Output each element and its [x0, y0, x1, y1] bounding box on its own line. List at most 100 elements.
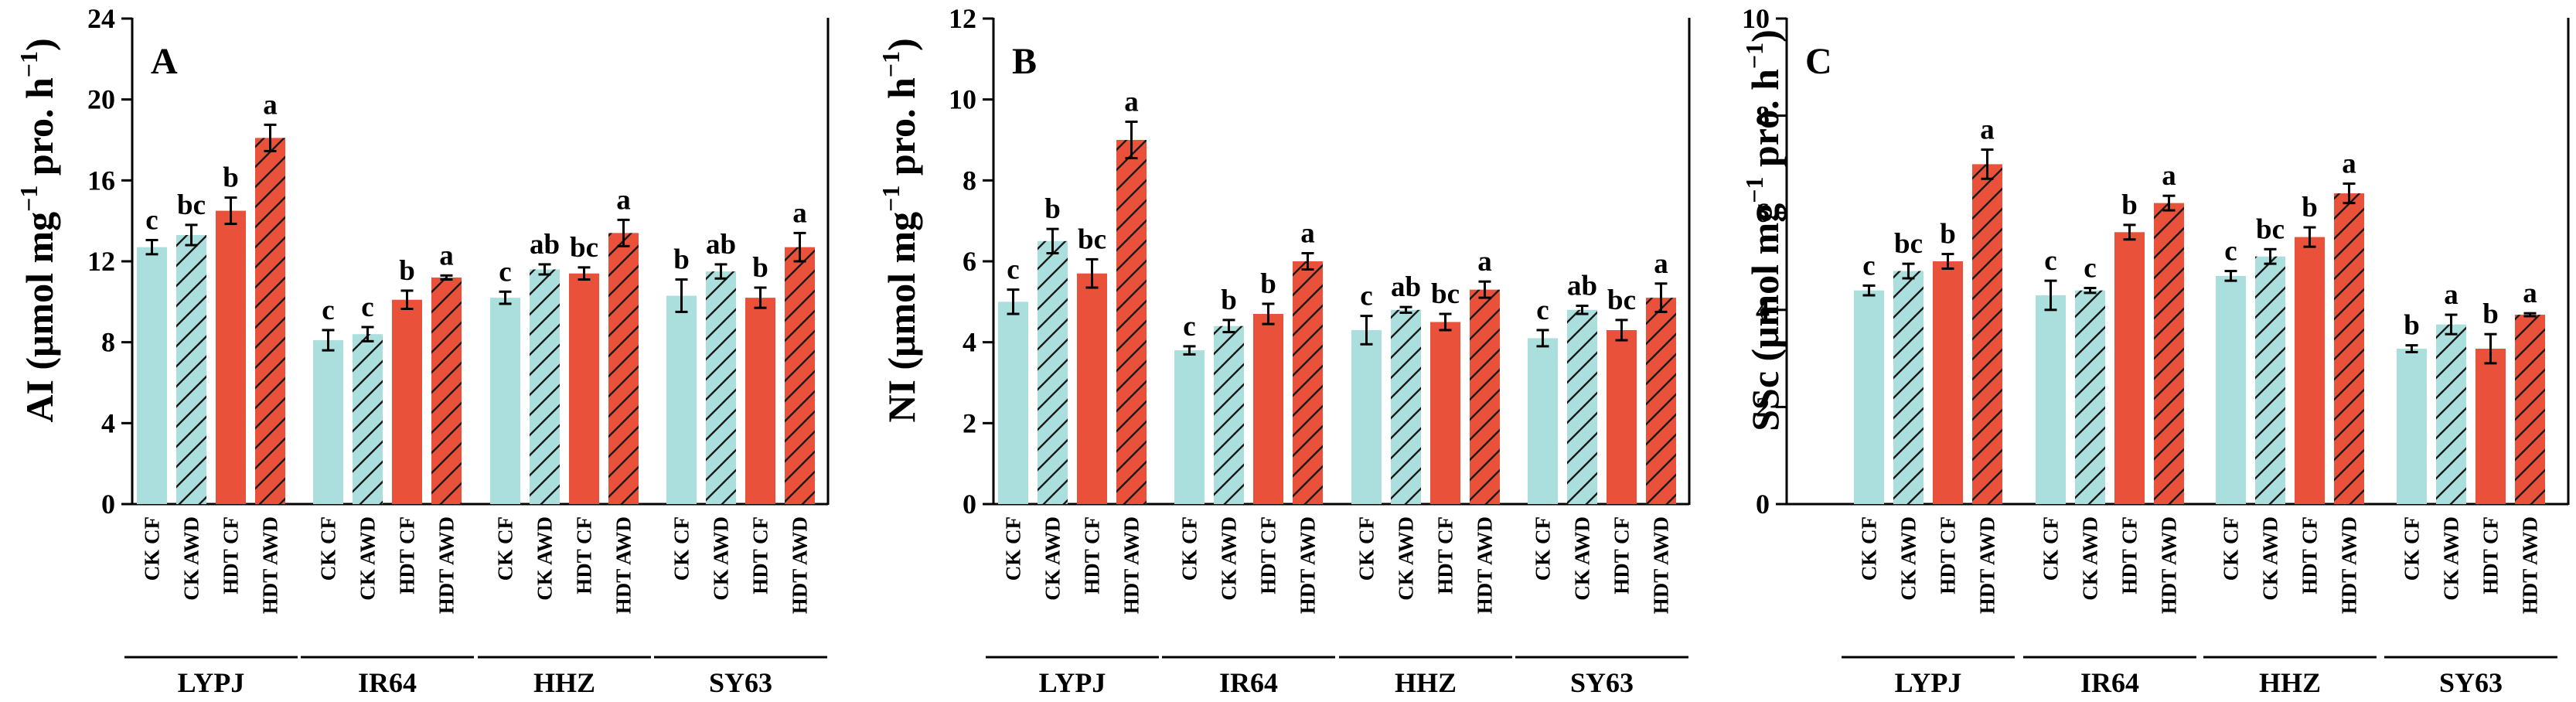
significance-letter: a	[616, 184, 631, 216]
group-label: HHZ	[533, 667, 595, 698]
bar	[1470, 289, 1500, 504]
y-axis-label-superscript: −1	[1740, 43, 1768, 69]
y-axis-label-superscript: −1	[15, 186, 43, 212]
bar	[2036, 295, 2066, 504]
y-axis-label-main: SSc (μmol mg	[1743, 203, 1787, 431]
bar	[2295, 237, 2325, 504]
significance-letter: c	[499, 256, 511, 288]
y-tick-label: 8	[101, 327, 115, 358]
category-label: HDT AWD	[1474, 516, 1497, 614]
significance-letter: a	[1477, 246, 1492, 278]
bar	[1174, 350, 1205, 504]
significance-letter: bc	[1431, 278, 1460, 310]
significance-letter: a	[2342, 148, 2356, 180]
panel-letter: A	[151, 41, 178, 82]
significance-letter: bc	[1078, 223, 1106, 255]
category-label: CK AWD	[356, 516, 380, 601]
y-axis-label: SSc (μmol mg−1 pro. h−1)	[1740, 29, 1787, 431]
significance-letter: b	[752, 252, 768, 284]
bar	[2075, 290, 2105, 504]
category-label: HDT CF	[1610, 516, 1634, 595]
category-label: HDT CF	[2298, 516, 2322, 595]
significance-letter: c	[361, 291, 373, 323]
y-tick-label: 2	[963, 407, 976, 438]
y-axis-label: AI (μmol mg−1 pro. h−1)	[15, 38, 61, 422]
y-tick-label: 0	[963, 489, 976, 520]
y-tick-label: 8	[963, 165, 976, 196]
bar	[431, 277, 462, 504]
bar	[666, 295, 697, 504]
significance-letter: a	[2162, 160, 2176, 192]
significance-letter: bc	[1894, 228, 1923, 260]
bar	[706, 271, 736, 504]
bar	[392, 299, 422, 504]
panel-letter: B	[1012, 41, 1037, 82]
significance-letter: a	[1300, 218, 1315, 250]
bar	[569, 273, 599, 504]
category-label: CK CF	[2220, 516, 2243, 581]
significance-letter: b	[1940, 219, 1956, 250]
significance-letter: c	[1862, 250, 1875, 281]
category-label: CK AWD	[533, 516, 557, 601]
y-tick-label: 10	[949, 84, 976, 115]
bar	[2334, 193, 2364, 504]
bar	[1077, 273, 1107, 504]
bar	[1646, 298, 1676, 504]
y-tick-label: 12	[87, 246, 115, 277]
category-label: CK AWD	[1571, 516, 1594, 601]
category-label: HDT AWD	[259, 516, 282, 614]
group-label: IR64	[1219, 667, 1278, 698]
y-axis-label-superscript: −1	[877, 186, 905, 212]
y-axis-label-main: NI (μmol mg	[880, 212, 923, 423]
y-axis-label-superscript: −1	[877, 51, 905, 77]
y-tick-label: 0	[101, 489, 115, 520]
y-tick-label: 12	[949, 3, 976, 34]
y-axis-label-main: AI (μmol mg	[18, 212, 61, 423]
category-label: HDT AWD	[2338, 516, 2361, 614]
category-label: HDT AWD	[789, 516, 812, 614]
category-label: HDT CF	[396, 516, 419, 595]
category-label: HDT AWD	[1297, 516, 1320, 614]
category-label: CK CF	[494, 516, 517, 581]
y-axis-label-end: )	[880, 38, 923, 51]
significance-letter: c	[2084, 253, 2096, 285]
bar	[998, 302, 1028, 504]
bar	[1893, 271, 1923, 504]
significance-letter: b	[1044, 193, 1061, 225]
bar	[608, 233, 639, 504]
category-label: HDT AWD	[435, 516, 458, 614]
y-tick-label: 10	[1742, 3, 1770, 34]
significance-letter: ab	[530, 229, 560, 261]
bar	[1567, 309, 1597, 504]
bar	[137, 247, 167, 504]
category-label: HDT CF	[749, 516, 772, 595]
y-axis-label-superscript: −1	[15, 51, 43, 77]
significance-letter: a	[2444, 279, 2458, 311]
category-label: CK AWD	[1041, 516, 1065, 601]
category-label: CK CF	[670, 516, 693, 581]
significance-letter: b	[2302, 192, 2318, 223]
category-label: CK AWD	[180, 516, 203, 601]
y-tick-label: 16	[87, 165, 115, 196]
bar	[2216, 275, 2246, 504]
y-tick-label: 4	[101, 407, 115, 438]
y-tick-label: 6	[963, 246, 976, 277]
bar	[2515, 315, 2545, 504]
bar	[2154, 203, 2184, 504]
category-label: HDT CF	[1434, 516, 1457, 595]
bar	[2397, 349, 2427, 504]
significance-letter: b	[1260, 268, 1276, 300]
category-label: HDT AWD	[1120, 516, 1143, 614]
bar	[353, 334, 383, 504]
category-label: HDT CF	[573, 516, 596, 595]
significance-letter: b	[1221, 285, 1237, 316]
category-label: HDT CF	[2118, 516, 2142, 595]
category-label: HDT CF	[1937, 516, 1960, 595]
y-axis-label-end: )	[18, 38, 61, 51]
category-label: CK CF	[317, 516, 340, 581]
y-tick-label: 0	[1756, 489, 1770, 520]
category-label: CK CF	[1355, 516, 1378, 581]
category-label: CK CF	[1002, 516, 1025, 581]
significance-letter: a	[2523, 278, 2537, 309]
y-axis-label-middle: pro. h	[18, 77, 61, 186]
